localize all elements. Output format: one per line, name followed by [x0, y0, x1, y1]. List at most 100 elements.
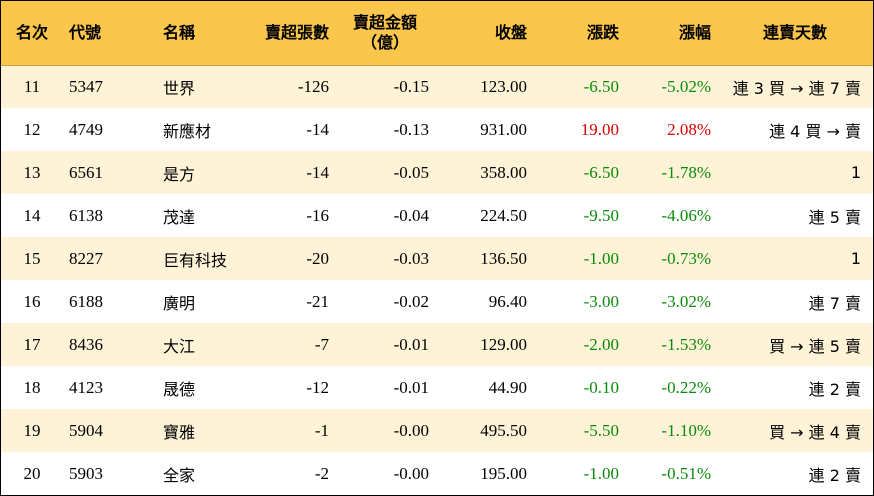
- name-cell: 廣明: [163, 293, 196, 313]
- sell-amount-cell: -0.04: [393, 205, 429, 225]
- change-pct-cell: -0.22%: [661, 377, 711, 397]
- streak-cell: 連 3 買 → 連 7 賣: [732, 78, 861, 98]
- header-name: 名稱: [133, 1, 253, 66]
- code-cell: 4123: [69, 377, 103, 397]
- rank-cell: 18: [23, 377, 41, 397]
- name-cell: 新應材: [163, 121, 212, 141]
- change-cell: -9.50: [583, 205, 619, 225]
- header-sell-lots: 賣超張數: [253, 1, 335, 66]
- change-cell: 19.00: [580, 119, 619, 139]
- close-cell: 358.00: [480, 162, 527, 182]
- rank-cell: 12: [23, 119, 41, 139]
- sell-amount-cell: -0.00: [393, 463, 429, 483]
- name-cell: 是方: [163, 164, 196, 184]
- streak-cell: 連 2 賣: [808, 465, 861, 485]
- code-cell: 5903: [69, 463, 103, 483]
- code-cell: 5904: [69, 420, 103, 440]
- change-pct-cell: -3.02%: [661, 291, 711, 311]
- header-code: 代號: [63, 1, 133, 66]
- sell-lots-cell: -2: [314, 463, 329, 483]
- table-row: 17 8436 大江 -7 -0.01 129.00 -2.00 -1.53% …: [1, 323, 873, 366]
- sell-amount-cell: -0.01: [393, 377, 429, 397]
- change-cell: -1.00: [583, 248, 619, 268]
- code-cell: 8436: [69, 334, 103, 354]
- change-pct-cell: -5.02%: [661, 76, 711, 96]
- change-cell: -5.50: [583, 420, 619, 440]
- header-sell-amount: 賣超金額 （億）: [335, 1, 435, 66]
- close-cell: 129.00: [480, 334, 527, 354]
- close-cell: 931.00: [480, 119, 527, 139]
- close-cell: 495.50: [480, 420, 527, 440]
- sell-amount-cell: -0.15: [393, 76, 429, 96]
- change-pct-cell: -1.10%: [661, 420, 711, 440]
- name-cell: 寶雅: [163, 422, 196, 442]
- name-cell: 巨有科技: [163, 250, 228, 270]
- sell-lots-cell: -1: [314, 420, 329, 440]
- header-sell-amount-line1: 賣超金額: [352, 12, 417, 32]
- sell-amount-cell: -0.01: [393, 334, 429, 354]
- header-change: 漲跌: [533, 1, 625, 66]
- sell-amount-cell: -0.03: [393, 248, 429, 268]
- name-cell: 全家: [163, 465, 196, 485]
- sell-amount-cell: -0.00: [393, 420, 429, 440]
- streak-cell: 1: [850, 249, 861, 268]
- change-cell: -3.00: [583, 291, 619, 311]
- code-cell: 6138: [69, 205, 103, 225]
- code-cell: 5347: [69, 76, 103, 96]
- name-cell: 世界: [163, 78, 196, 98]
- streak-cell: 連 7 賣: [808, 293, 861, 313]
- sell-amount-cell: -0.13: [393, 119, 429, 139]
- change-cell: -0.10: [583, 377, 619, 397]
- close-cell: 96.40: [488, 291, 527, 311]
- rank-cell: 20: [23, 463, 41, 483]
- rank-cell: 14: [23, 205, 41, 225]
- header-sell-amount-line2: （億）: [360, 32, 409, 52]
- sell-amount-cell: -0.05: [393, 162, 429, 182]
- close-cell: 195.00: [480, 463, 527, 483]
- rank-cell: 16: [23, 291, 41, 311]
- code-cell: 6561: [69, 162, 103, 182]
- rank-cell: 11: [23, 76, 41, 96]
- code-cell: 6188: [69, 291, 103, 311]
- table-row: 20 5903 全家 -2 -0.00 195.00 -1.00 -0.51% …: [1, 452, 873, 495]
- header-change-pct: 漲幅: [625, 1, 717, 66]
- change-cell: -2.00: [583, 334, 619, 354]
- change-pct-cell: 2.08%: [667, 119, 711, 139]
- close-cell: 44.90: [488, 377, 527, 397]
- streak-cell: 連 2 賣: [808, 379, 861, 399]
- sell-lots-cell: -12: [306, 377, 329, 397]
- change-pct-cell: -0.51%: [661, 463, 711, 483]
- sell-lots-cell: -20: [306, 248, 329, 268]
- table-row: 13 6561 是方 -14 -0.05 358.00 -6.50 -1.78%…: [1, 151, 873, 194]
- sell-amount-cell: -0.02: [393, 291, 429, 311]
- close-cell: 136.50: [480, 248, 527, 268]
- table-row: 18 4123 晟德 -12 -0.01 44.90 -0.10 -0.22% …: [1, 366, 873, 409]
- table-row: 15 8227 巨有科技 -20 -0.03 136.50 -1.00 -0.7…: [1, 237, 873, 280]
- sell-lots-cell: -126: [297, 76, 329, 96]
- code-cell: 4749: [69, 119, 103, 139]
- sell-lots-cell: -14: [306, 162, 329, 182]
- sell-lots-cell: -16: [306, 205, 329, 225]
- change-pct-cell: -4.06%: [661, 205, 711, 225]
- rank-cell: 17: [23, 334, 41, 354]
- change-pct-cell: -0.73%: [661, 248, 711, 268]
- close-cell: 123.00: [480, 76, 527, 96]
- header-rank: 名次: [1, 1, 63, 66]
- close-cell: 224.50: [480, 205, 527, 225]
- header-close: 收盤: [435, 1, 533, 66]
- change-cell: -6.50: [583, 162, 619, 182]
- streak-cell: 買 → 連 4 賣: [769, 422, 861, 442]
- rank-cell: 19: [23, 420, 41, 440]
- code-cell: 8227: [69, 248, 103, 268]
- sell-lots-cell: -7: [314, 334, 329, 354]
- header-streak: 連賣天數: [717, 1, 873, 66]
- streak-cell: 連 5 賣: [808, 207, 861, 227]
- table-header-row: 名次 代號 名稱 賣超張數 賣超金額 （億） 收盤 漲跌 漲幅 連賣天數: [1, 1, 873, 66]
- sell-lots-cell: -21: [306, 291, 329, 311]
- table-row: 19 5904 寶雅 -1 -0.00 495.50 -5.50 -1.10% …: [1, 409, 873, 452]
- name-cell: 晟德: [163, 379, 196, 399]
- streak-cell: 連 4 買 → 賣: [769, 121, 861, 141]
- name-cell: 大江: [163, 336, 196, 356]
